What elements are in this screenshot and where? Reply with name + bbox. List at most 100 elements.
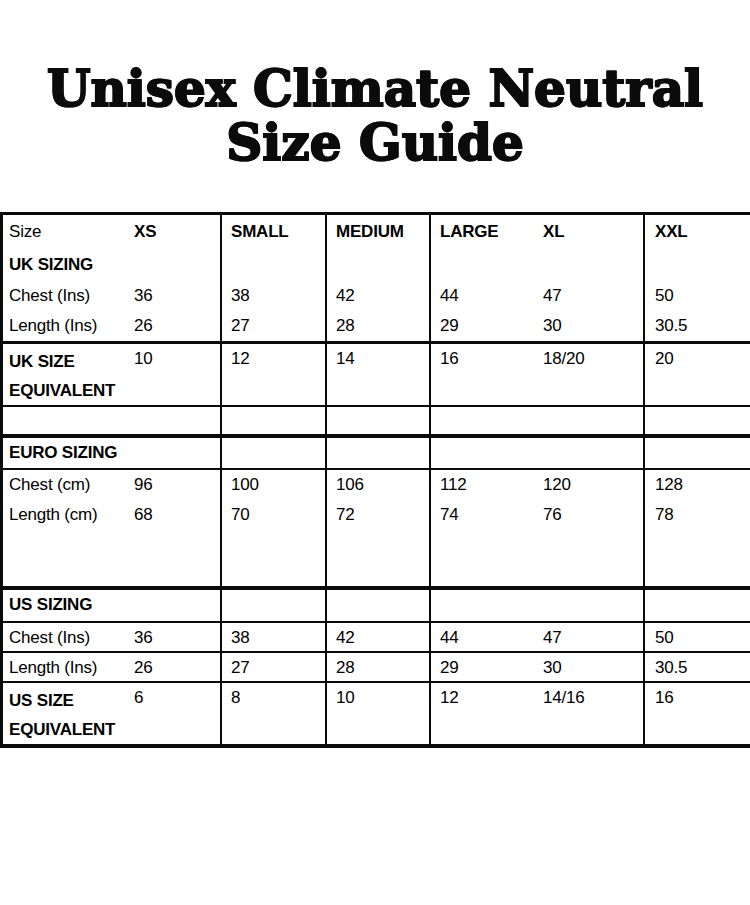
cell-xs: 6: [127, 683, 222, 744]
cell-small: 12: [222, 344, 327, 405]
empty-cell: [127, 590, 222, 621]
uk-sizing-label: UK SIZING: [3, 250, 127, 281]
us-chest-row: Chest (Ins) 36 38 42 44 47 50: [3, 623, 750, 653]
cell-xs: 96: [127, 470, 222, 500]
cell-xl: 14/16: [534, 683, 645, 744]
us-size-equivalent-label: US SIZE EQUIVALENT: [3, 683, 127, 744]
cell-large: 44: [431, 623, 534, 651]
uk-length-label: Length (Ins): [3, 311, 127, 341]
empty-cell: [222, 250, 327, 281]
cell-small: 27: [222, 653, 327, 681]
cell-xl: 18/20: [534, 344, 645, 405]
cell-large: 112: [431, 470, 534, 500]
us-size-equivalent-row: US SIZE EQUIVALENT 6 8 10 12 14/16 16: [3, 683, 750, 744]
empty-cell: [645, 590, 750, 621]
cell-xs: 36: [127, 281, 222, 311]
empty-cell: [127, 438, 222, 468]
euro-length-label: Length (cm): [3, 500, 127, 530]
cell-medium: 28: [327, 653, 431, 681]
cell-xxl: 128: [645, 470, 750, 500]
uk-chest-row: Chest (Ins) 36 38 42 44 47 50: [3, 281, 750, 311]
cell-medium: 14: [327, 344, 431, 405]
empty-cell: [327, 590, 431, 621]
cell-xxl: 16: [645, 683, 750, 744]
col-header-xl: XL: [534, 215, 645, 250]
empty-cell: [222, 530, 327, 586]
cell-large: 29: [431, 653, 534, 681]
empty-cell: [431, 407, 534, 434]
cell-large: 16: [431, 344, 534, 405]
cell-xxl: 30.5: [645, 653, 750, 681]
uk-size-equivalent-label: UK SIZE EQUIVALENT: [3, 344, 127, 405]
cell-medium: 72: [327, 500, 431, 530]
empty-cell: [127, 250, 222, 281]
cell-large: 12: [431, 683, 534, 744]
cell-xl: 30: [534, 311, 645, 341]
cell-xxl: 30.5: [645, 311, 750, 341]
col-header-large: LARGE: [431, 215, 534, 250]
euro-sizing-label: EURO SIZING: [3, 438, 127, 468]
empty-cell: [327, 250, 431, 281]
us-size-equivalent-line1: US SIZE: [9, 686, 125, 715]
euro-sizing-row: EURO SIZING: [3, 438, 750, 470]
empty-cell: [327, 407, 431, 434]
euro-chest-row: Chest (cm) 96 100 106 112 120 128: [3, 470, 750, 500]
cell-xl: 76: [534, 500, 645, 530]
empty-cell: [645, 407, 750, 434]
size-guide-page: Unisex Climate Neutral Size Guide Size X…: [0, 62, 750, 905]
cell-xs: 10: [127, 344, 222, 405]
empty-cell: [222, 438, 327, 468]
empty-cell: [3, 407, 127, 434]
spacer-row: [3, 407, 750, 438]
cell-large: 29: [431, 311, 534, 341]
uk-sizing-row: UK SIZING: [3, 250, 750, 281]
empty-cell: [645, 530, 750, 586]
page-title: Unisex Climate Neutral Size Guide: [0, 62, 750, 170]
cell-small: 38: [222, 281, 327, 311]
cell-small: 70: [222, 500, 327, 530]
uk-size-equivalent-line2: EQUIVALENT: [9, 376, 125, 405]
us-size-equivalent-line2: EQUIVALENT: [9, 715, 125, 744]
cell-xs: 26: [127, 653, 222, 681]
euro-length-row: Length (cm) 68 70 72 74 76 78: [3, 500, 750, 530]
title-line-2: Size Guide: [0, 116, 750, 170]
cell-xs: 26: [127, 311, 222, 341]
header-size-label: Size: [3, 215, 127, 250]
cell-xxl: 20: [645, 344, 750, 405]
cell-medium: 28: [327, 311, 431, 341]
empty-cell: [127, 530, 222, 586]
us-sizing-row: US SIZING: [3, 590, 750, 623]
cell-xl: 47: [534, 281, 645, 311]
cell-medium: 106: [327, 470, 431, 500]
cell-xxl: 50: [645, 281, 750, 311]
uk-size-equivalent-row: UK SIZE EQUIVALENT 10 12 14 16 18/20 20: [3, 344, 750, 407]
us-sizing-label: US SIZING: [3, 590, 127, 621]
empty-cell: [222, 407, 327, 434]
col-header-xxl: XXL: [645, 215, 750, 250]
empty-cell: [645, 438, 750, 468]
col-header-xs: XS: [127, 215, 222, 250]
empty-cell: [431, 250, 534, 281]
cell-xl: 120: [534, 470, 645, 500]
uk-chest-label: Chest (Ins): [3, 281, 127, 311]
empty-cell: [222, 590, 327, 621]
cell-xl: 47: [534, 623, 645, 651]
cell-small: 8: [222, 683, 327, 744]
cell-small: 38: [222, 623, 327, 651]
us-chest-label: Chest (Ins): [3, 623, 127, 651]
header-row: Size XS SMALL MEDIUM LARGE XL XXL: [3, 215, 750, 250]
empty-cell: [534, 438, 645, 468]
empty-cell: [431, 530, 534, 586]
us-length-row: Length (Ins) 26 27 28 29 30 30.5: [3, 653, 750, 683]
empty-cell: [431, 438, 534, 468]
empty-cell: [534, 250, 645, 281]
cell-xs: 68: [127, 500, 222, 530]
cell-xs: 36: [127, 623, 222, 651]
cell-xl: 30: [534, 653, 645, 681]
empty-cell: [327, 438, 431, 468]
cell-small: 27: [222, 311, 327, 341]
uk-size-equivalent-line1: UK SIZE: [9, 347, 125, 376]
empty-cell: [534, 590, 645, 621]
size-guide-table: Size XS SMALL MEDIUM LARGE XL XXL UK SIZ…: [0, 212, 750, 748]
uk-length-row: Length (Ins) 26 27 28 29 30 30.5: [3, 311, 750, 344]
